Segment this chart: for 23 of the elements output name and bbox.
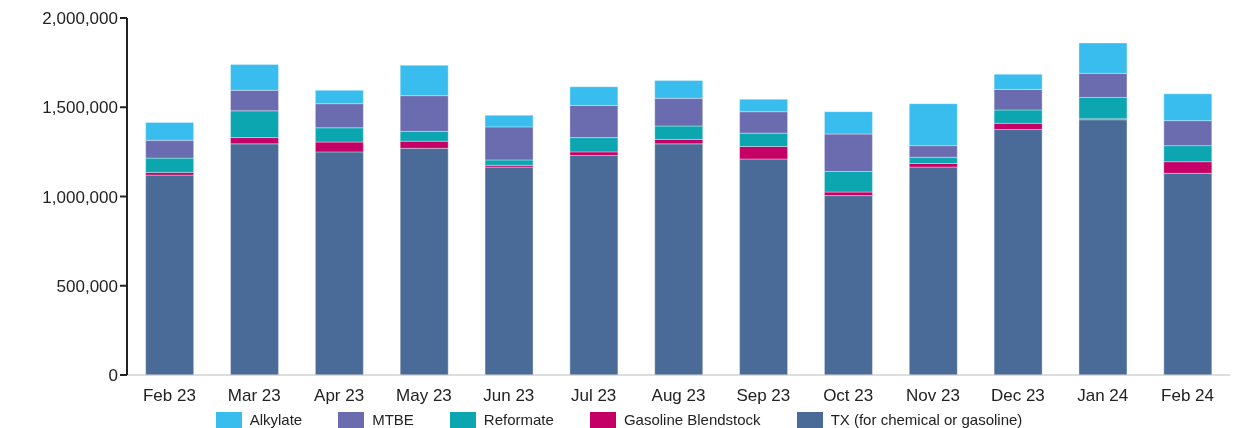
x-tick-label: Feb 24 (1161, 386, 1215, 406)
x-tick-label: Feb 23 (142, 386, 196, 406)
y-tick-label: 1,000,000 (42, 187, 118, 207)
x-tick-label: Jan 24 (1077, 386, 1129, 406)
x-tick-label: Nov 23 (906, 386, 960, 406)
x-tick-label: Oct 23 (823, 386, 874, 406)
x-tick-label: Jun 23 (483, 386, 535, 406)
x-tick-label: Mar 23 (227, 386, 281, 406)
x-tick-label: Aug 23 (651, 386, 706, 406)
x-tick-label: Jul 23 (570, 386, 617, 406)
y-tick-label: 0 (108, 366, 118, 386)
legend-label: MTBE (372, 411, 414, 428)
legend-label: TX (for chemical or gasoline) (830, 411, 1023, 428)
x-tick-label: Apr 23 (314, 386, 365, 406)
y-tick-label: 1,500,000 (42, 98, 118, 118)
legend-label: Reformate (483, 411, 554, 428)
y-tick-label: 2,000,000 (42, 9, 118, 29)
legend-label: Alkylate (249, 411, 303, 428)
x-tick-label: Dec 23 (990, 386, 1045, 406)
x-tick-label: May 23 (396, 386, 452, 406)
legend-label: Gasoline Blendstock (623, 411, 761, 428)
y-tick-label: 500,000 (56, 276, 118, 296)
x-tick-label: Sep 23 (736, 386, 791, 406)
